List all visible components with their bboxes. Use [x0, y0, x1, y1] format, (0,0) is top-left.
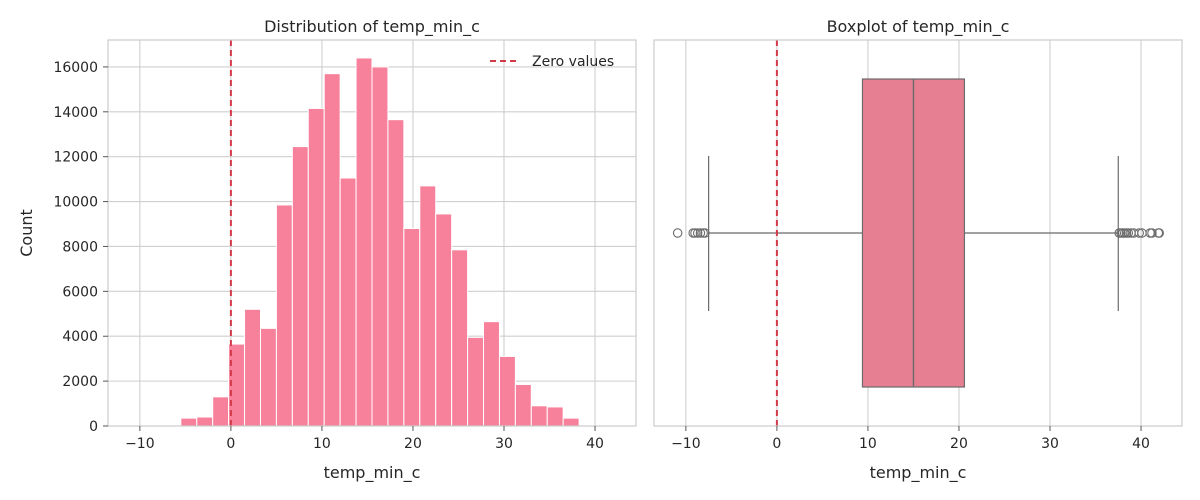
histogram-spines — [107, 39, 637, 427]
histogram-x-tick-label: 40 — [586, 436, 604, 452]
legend-zero-values-label: Zero values — [532, 54, 614, 70]
histogram-bar — [498, 355, 516, 427]
histogram-y-tick-label: 0 — [89, 419, 98, 435]
histogram-y-tick-label: 6000 — [62, 284, 98, 300]
histogram-x-ticks: −10 0 10 20 30 40 — [125, 426, 604, 452]
histogram-x-tick-label: 30 — [495, 436, 513, 452]
boxplot-x-tick-label: 10 — [859, 436, 877, 452]
boxplot-panel: Boxplot of temp_min_c −10 0 10 20 30 40 temp_… — [653, 17, 1183, 483]
boxplot-outlier-point — [672, 228, 683, 238]
boxplot-title: Boxplot of temp_min_c — [827, 17, 1010, 37]
histogram-y-tick-label: 10000 — [53, 195, 98, 211]
histogram-bar — [514, 383, 532, 427]
boxplot-x-tick-label: 0 — [772, 436, 781, 452]
histogram-bar — [371, 66, 389, 427]
boxplot-outlier-point — [692, 228, 703, 238]
boxplot-spines — [653, 39, 1183, 427]
histogram-y-tick-label: 14000 — [53, 105, 98, 121]
histogram-y-tick-label: 2000 — [62, 374, 98, 390]
histogram-y-axis-label: Count — [17, 209, 36, 257]
boxplot-outlier-point — [1134, 228, 1144, 238]
boxplot-x-tick-label: 30 — [1041, 436, 1059, 452]
histogram-y-ticks: 0 2000 4000 6000 8000 10000 12000 14000 16000 — [53, 60, 108, 435]
histogram-y-tick-label: 12000 — [53, 150, 98, 166]
histogram-bar — [467, 336, 485, 427]
histogram-legend: Zero values — [490, 54, 614, 70]
histogram-bar — [546, 406, 564, 427]
boxplot-x-axis-label: temp_min_c — [870, 463, 967, 483]
boxplot-x-tick-label: −10 — [671, 436, 701, 452]
boxplot-outlier-point — [1154, 228, 1164, 238]
boxplot-outlier-point — [700, 228, 710, 238]
boxplot-outlier-point — [1147, 228, 1157, 238]
boxplot-outlier-point — [695, 228, 706, 238]
histogram-bar — [212, 396, 230, 427]
boxplot-x-tick-label: 20 — [950, 436, 968, 452]
histogram-bar — [483, 321, 500, 427]
histogram-x-tick-label: 0 — [226, 436, 235, 452]
histogram-bar — [339, 177, 357, 427]
boxplot-x-ticks: −10 0 10 20 30 40 — [671, 426, 1150, 452]
histogram-bar — [355, 57, 373, 427]
histogram-x-tick-label: 20 — [404, 436, 422, 452]
histogram-bar — [323, 73, 341, 427]
histogram-bar — [275, 204, 293, 427]
histogram-bar — [307, 107, 325, 427]
histogram-bar — [419, 185, 437, 427]
histogram-bar — [451, 249, 469, 427]
histogram-bar — [180, 417, 198, 427]
histogram-bar — [291, 146, 309, 427]
boxplot-x-tick-label: 40 — [1132, 436, 1150, 452]
boxplot-frame — [653, 39, 1183, 427]
histogram-bar — [403, 228, 421, 427]
histogram-x-axis-label: temp_min_c — [324, 463, 421, 483]
histogram-bar — [562, 417, 580, 427]
histogram-y-tick-label: 8000 — [62, 239, 98, 255]
histogram-bar — [530, 405, 548, 427]
histogram-bar — [435, 213, 453, 427]
boxplot-outliers — [672, 228, 1164, 238]
histogram-panel: Distribution of temp_min_c −10 0 10 20 30 40 … — [17, 17, 637, 483]
histogram-bar — [244, 308, 261, 427]
boxplot-outlier-point — [1123, 228, 1134, 238]
histogram-bars — [180, 57, 580, 427]
histogram-bar — [259, 327, 277, 427]
histogram-frame — [107, 39, 637, 427]
histogram-title: Distribution of temp_min_c — [264, 17, 480, 37]
histogram-y-tick-label: 4000 — [62, 329, 98, 345]
histogram-bar — [387, 119, 405, 427]
histogram-x-tick-label: 10 — [313, 436, 331, 452]
histogram-bar — [196, 416, 214, 427]
histogram-x-tick-label: −10 — [125, 436, 155, 452]
histogram-y-tick-label: 16000 — [53, 60, 98, 76]
